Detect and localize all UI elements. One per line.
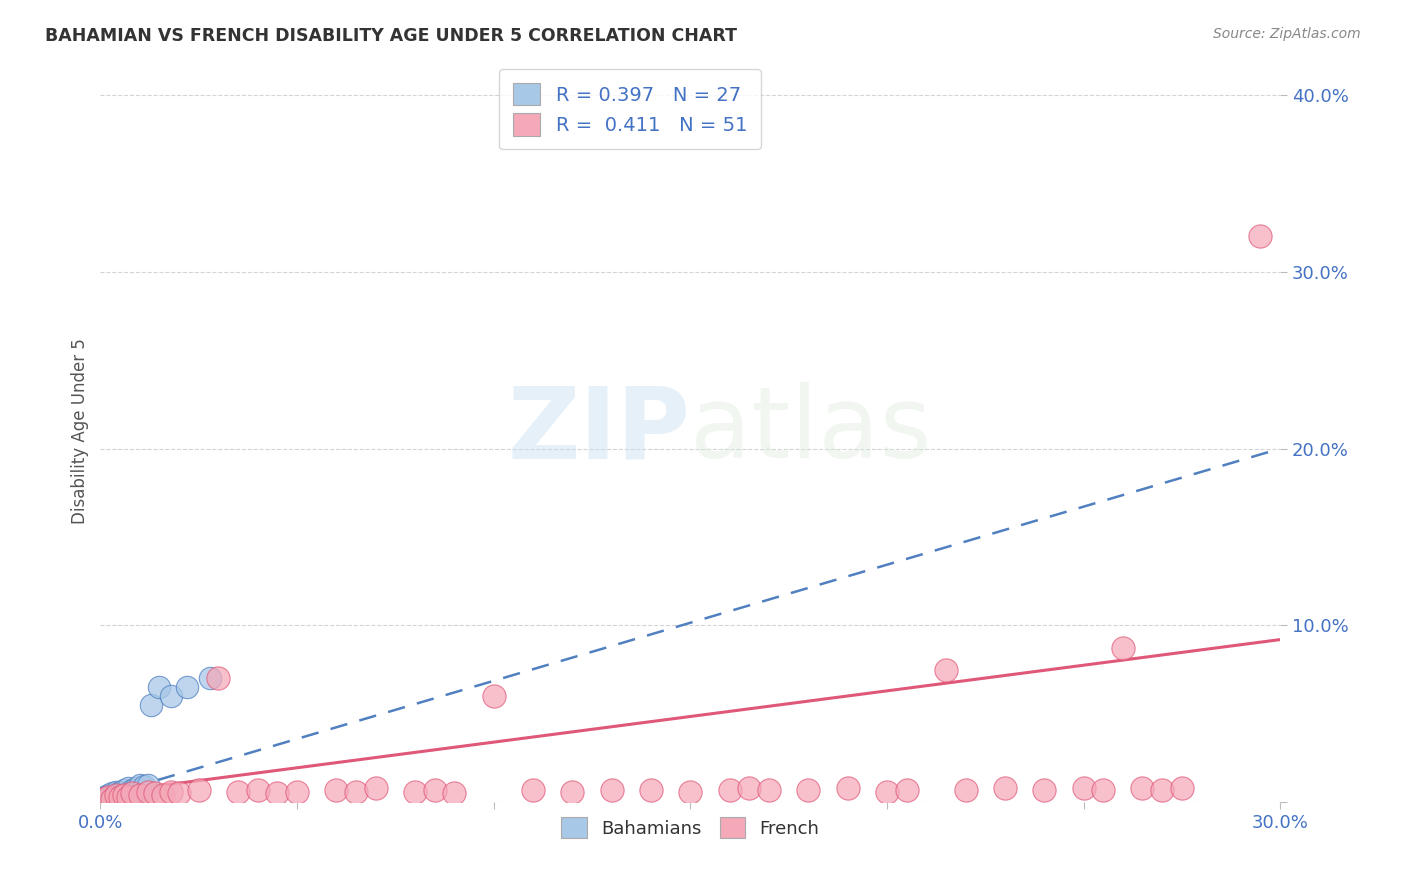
Point: [1073, 781, 1095, 796]
Point: [285, 785, 308, 799]
Point: [108, 789, 131, 804]
Point: [121, 785, 143, 799]
Point: [128, 783, 150, 797]
Point: [994, 781, 1017, 796]
Point: [101, 791, 124, 805]
Text: ZIP: ZIP: [508, 383, 690, 479]
Legend: Bahamians, French: Bahamians, French: [554, 810, 827, 846]
Point: [108, 786, 131, 800]
Point: [718, 783, 741, 797]
Point: [1132, 781, 1154, 796]
Point: [145, 786, 167, 800]
Point: [112, 786, 135, 800]
Point: [160, 785, 183, 799]
Point: [1092, 783, 1115, 797]
Point: [105, 785, 128, 799]
Point: [117, 789, 139, 804]
Point: [97, 789, 120, 804]
Point: [679, 785, 702, 799]
Point: [132, 780, 155, 794]
Point: [1288, 751, 1310, 765]
Point: [896, 783, 918, 797]
Point: [200, 672, 222, 686]
Point: [152, 788, 174, 802]
Point: [117, 781, 139, 796]
Point: [266, 786, 288, 800]
Y-axis label: Disability Age Under 5: Disability Age Under 5: [72, 338, 89, 524]
Point: [128, 788, 150, 802]
Point: [105, 788, 128, 802]
Point: [187, 783, 209, 797]
Point: [1249, 229, 1271, 244]
Point: [176, 681, 198, 695]
Text: Source: ZipAtlas.com: Source: ZipAtlas.com: [1213, 27, 1361, 41]
Point: [837, 781, 859, 796]
Point: [117, 785, 139, 799]
Point: [758, 783, 780, 797]
Point: [443, 786, 465, 800]
Text: BAHAMIAN VS FRENCH DISABILITY AGE UNDER 5 CORRELATION CHART: BAHAMIAN VS FRENCH DISABILITY AGE UNDER …: [45, 27, 737, 45]
Point: [160, 689, 183, 703]
Point: [136, 785, 159, 799]
Point: [101, 791, 124, 805]
Point: [246, 783, 269, 797]
Point: [344, 785, 367, 799]
Point: [364, 781, 387, 796]
Point: [136, 778, 159, 792]
Point: [226, 785, 249, 799]
Point: [404, 785, 426, 799]
Point: [600, 783, 623, 797]
Point: [423, 783, 446, 797]
Point: [482, 689, 505, 703]
Point: [876, 785, 898, 799]
Point: [128, 778, 150, 792]
Point: [121, 786, 143, 800]
Point: [797, 783, 820, 797]
Point: [101, 786, 124, 800]
Point: [561, 785, 583, 799]
Point: [108, 785, 131, 799]
Point: [325, 783, 347, 797]
Text: atlas: atlas: [690, 383, 932, 479]
Point: [1033, 783, 1056, 797]
Point: [141, 698, 163, 712]
Point: [97, 788, 120, 802]
Point: [522, 783, 544, 797]
Point: [93, 789, 115, 804]
Point: [167, 786, 190, 800]
Point: [101, 788, 124, 802]
Point: [93, 791, 115, 805]
Point: [97, 789, 120, 804]
Point: [105, 788, 128, 802]
Point: [1152, 783, 1174, 797]
Point: [112, 788, 135, 802]
Point: [640, 783, 662, 797]
Point: [955, 783, 977, 797]
Point: [738, 781, 761, 796]
Point: [125, 781, 148, 796]
Point: [121, 783, 143, 797]
Point: [207, 672, 229, 686]
Point: [148, 681, 170, 695]
Point: [112, 783, 135, 797]
Point: [93, 791, 115, 805]
Point: [935, 663, 957, 677]
Point: [1112, 641, 1135, 656]
Point: [1171, 781, 1194, 796]
